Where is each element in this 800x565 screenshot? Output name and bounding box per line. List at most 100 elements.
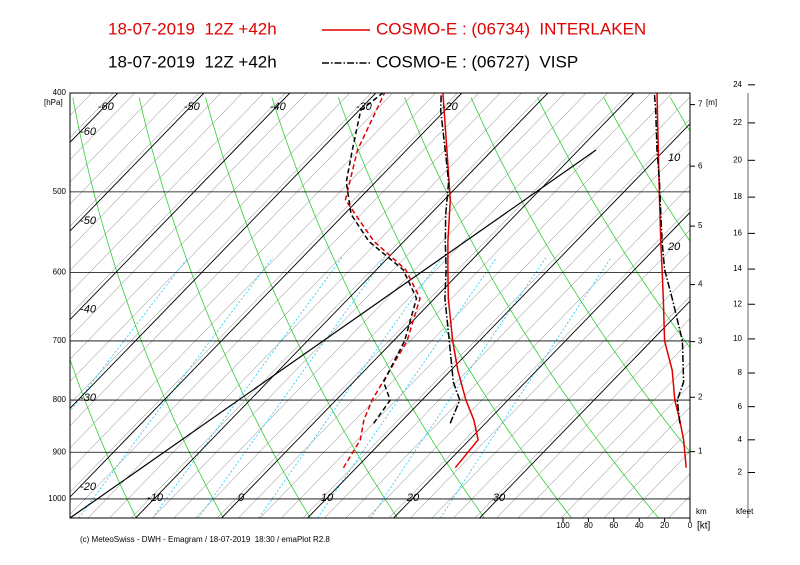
x2-axis-label: [kt] xyxy=(697,521,711,532)
mixing-ratio-line xyxy=(258,257,443,518)
temperature-profile xyxy=(439,93,461,424)
skew-line xyxy=(474,296,690,518)
skew-line xyxy=(302,118,690,518)
dry-adiabat xyxy=(603,97,690,242)
skew-line xyxy=(195,93,608,518)
temperature-profile xyxy=(442,93,479,469)
skew-line xyxy=(87,93,501,518)
skew-line xyxy=(70,93,307,338)
isotherm-label: -50 xyxy=(80,215,97,227)
skew-line xyxy=(70,93,436,471)
wind-speed-profile xyxy=(653,93,685,424)
kfeet-tick-label: 8 xyxy=(738,368,743,377)
kfeet-tick-label: 14 xyxy=(733,264,742,273)
skew-line xyxy=(0,93,27,518)
x2-tick-label: 40 xyxy=(635,521,644,530)
profiles xyxy=(70,93,687,518)
y-axis-label: [hPa] xyxy=(44,98,63,107)
skew-line xyxy=(410,229,690,518)
x2-tick-label: 20 xyxy=(660,521,669,530)
skew-line xyxy=(216,93,630,518)
km-tick-label: 5 xyxy=(698,221,703,230)
isotherm-label: 30 xyxy=(493,492,506,504)
dry-adiabat xyxy=(737,97,800,518)
isotherm xyxy=(70,93,205,232)
skew-line xyxy=(70,93,479,515)
km-tick-label: 4 xyxy=(698,280,703,289)
x2-tick-label: 80 xyxy=(584,521,593,530)
skew-line xyxy=(0,93,6,518)
dry-adiabat xyxy=(404,97,659,518)
kfeet-tick-label: 12 xyxy=(733,299,742,308)
skew-line xyxy=(70,93,350,382)
skew-line xyxy=(689,517,690,518)
dry-adiabat xyxy=(271,97,485,518)
mixing-ratio-line xyxy=(197,257,386,518)
skew-line xyxy=(70,93,329,360)
dry-adiabat xyxy=(537,97,690,349)
skew-line xyxy=(712,93,800,518)
mixing-ratio-line xyxy=(440,257,612,518)
skew-line xyxy=(496,318,690,518)
skew-line xyxy=(776,93,800,518)
x2-tick-label: 60 xyxy=(609,521,618,530)
skew-line xyxy=(0,93,49,518)
isotherm-label: -60 xyxy=(80,126,97,138)
skew-line xyxy=(70,93,178,205)
labels: 4005006007008009001000-60-60-50-50-40-40… xyxy=(48,80,755,530)
legend-run: 18-07-2019 12Z +42h xyxy=(108,52,277,71)
isotherm xyxy=(479,300,690,518)
isotherm-label: -60 xyxy=(98,101,115,113)
skew-line xyxy=(70,93,243,271)
skew-line xyxy=(130,93,544,518)
kfeet-tick-label: 16 xyxy=(733,229,742,238)
skew-line xyxy=(281,96,690,518)
skew-line xyxy=(560,384,690,518)
dry-adiabat xyxy=(72,97,224,518)
isotherm xyxy=(307,123,690,518)
plot-frame xyxy=(69,92,691,519)
mixing-ratio-line xyxy=(152,257,343,518)
km-tick-label: 7 xyxy=(698,100,703,109)
y-tick-label: 600 xyxy=(53,268,67,277)
legend-run: 18-07-2019 12Z +42h xyxy=(108,19,277,38)
kfeet-tick-label: 24 xyxy=(733,80,742,89)
skew-line xyxy=(70,93,415,449)
kfeet-label: kfeet xyxy=(736,507,754,516)
isotherm xyxy=(70,93,291,321)
kfeet-tick-label: 2 xyxy=(738,468,743,477)
dry-adiabat xyxy=(70,358,137,518)
mixing-ratio-line xyxy=(370,257,547,518)
skew-line xyxy=(109,93,522,518)
y-tick-label: 700 xyxy=(53,336,67,345)
x2-tick-label: 100 xyxy=(556,521,570,530)
reference-line xyxy=(70,149,597,518)
skew-line xyxy=(388,207,690,518)
skew-line xyxy=(70,93,286,316)
skew-line xyxy=(755,93,800,518)
skew-line xyxy=(173,93,587,518)
skew-line xyxy=(70,93,458,493)
y-tick-label: 900 xyxy=(53,447,67,456)
isotherm-label: -20 xyxy=(442,101,459,113)
skew-line xyxy=(70,93,372,404)
isotherm xyxy=(221,93,635,518)
kfeet-tick-label: 6 xyxy=(738,402,743,411)
skew-line xyxy=(539,362,690,518)
dry-adiabat xyxy=(0,97,49,518)
mixing-ratio-line xyxy=(70,257,189,413)
footer: (c) MeteoSwiss - DWH - Emagram / 18-07-2… xyxy=(80,535,330,544)
skew-line xyxy=(517,340,690,518)
skew-line xyxy=(152,93,565,518)
skew-line xyxy=(70,93,157,183)
dewpoint-profile xyxy=(342,93,421,469)
skew-line xyxy=(582,406,690,518)
isotherm xyxy=(70,93,463,498)
isotherm-label: -40 xyxy=(80,304,97,316)
isotherm xyxy=(70,93,377,409)
isotherm-label: 0 xyxy=(238,492,245,504)
kfeet-tick-label: 4 xyxy=(738,435,743,444)
dry-adiabat xyxy=(138,97,311,518)
isotherm-label: 10 xyxy=(321,492,334,504)
